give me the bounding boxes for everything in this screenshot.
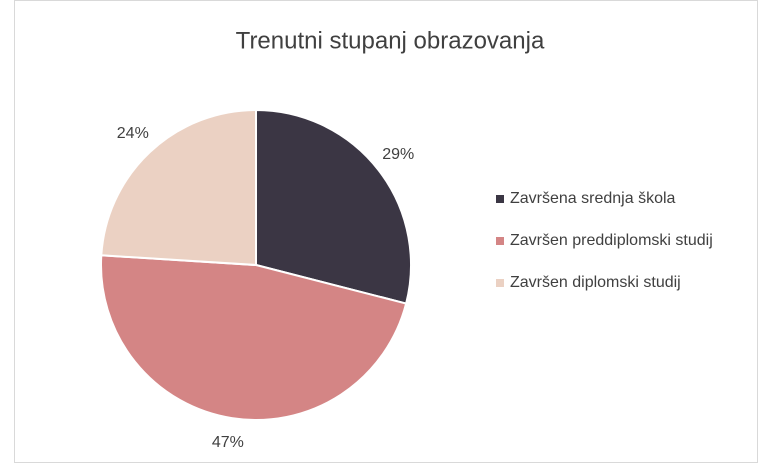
legend: Završena srednja škola Završen preddiplom… — [496, 188, 736, 294]
legend-label: Završen preddiplomski studij — [510, 232, 713, 249]
legend-swatch — [496, 237, 504, 245]
pie-slice — [255, 108, 412, 305]
legend-swatch — [496, 195, 504, 203]
pie-slice — [100, 254, 408, 421]
data-label: 29% — [382, 146, 414, 163]
legend-item: Završena srednja škola — [496, 188, 736, 210]
legend-swatch — [496, 279, 504, 287]
data-label: 24% — [117, 125, 149, 142]
pie-slice — [100, 108, 257, 267]
legend-label: Završena srednja škola — [510, 190, 676, 207]
legend-item: Završen preddiplomski studij — [496, 230, 736, 252]
legend-item: Završen diplomski studij — [496, 272, 736, 294]
legend-label: Završen diplomski studij — [510, 274, 681, 291]
chart-title: Trenutni stupanj obrazovanja — [236, 27, 545, 54]
data-label: 47% — [212, 434, 244, 451]
